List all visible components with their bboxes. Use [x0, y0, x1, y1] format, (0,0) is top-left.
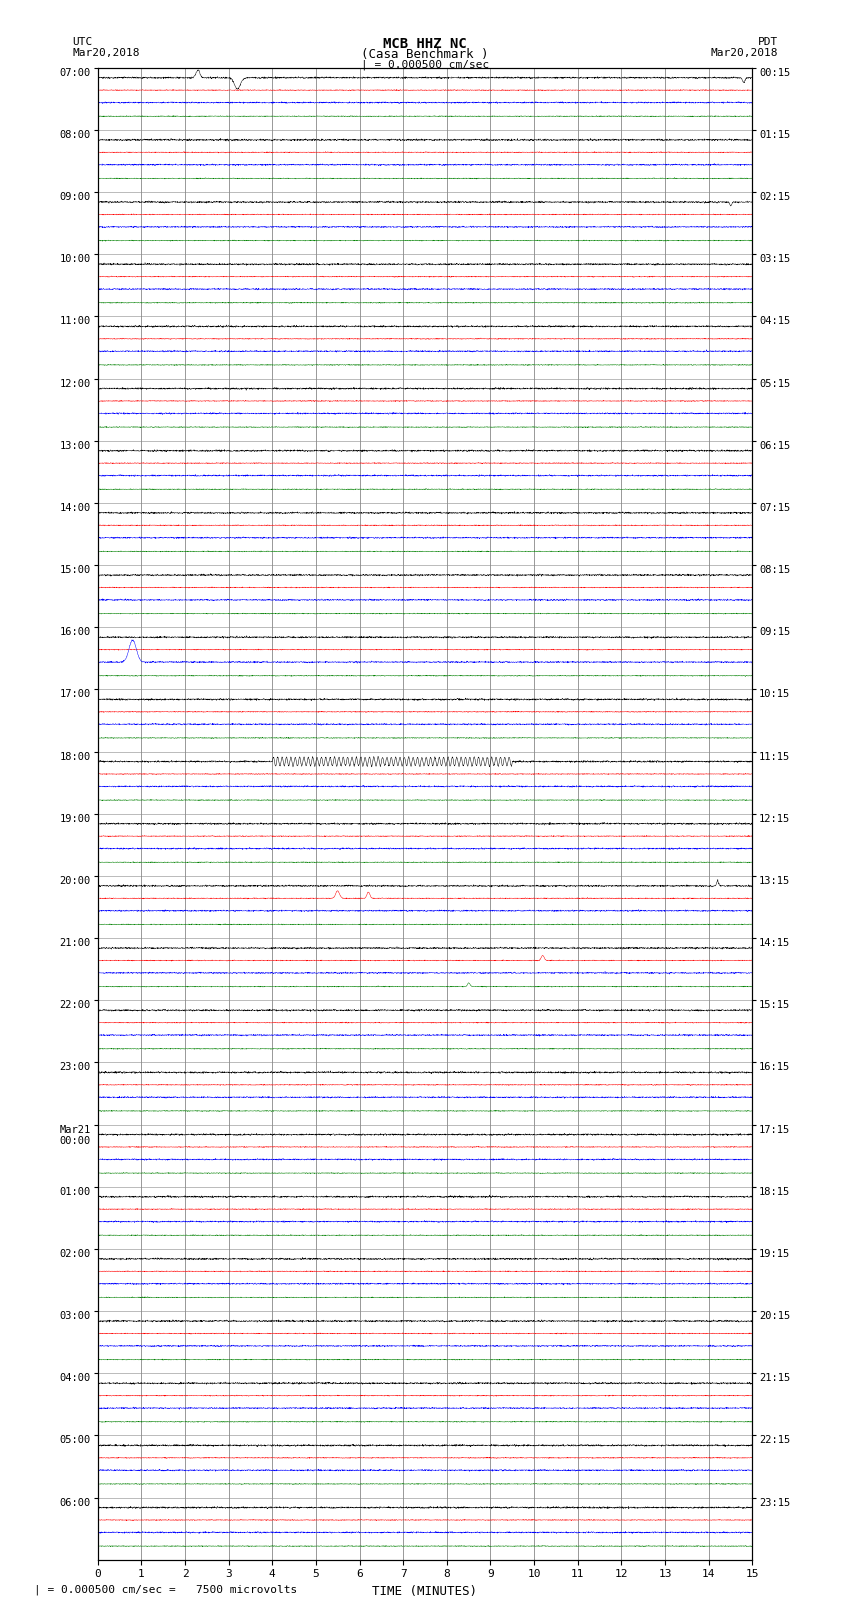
X-axis label: TIME (MINUTES): TIME (MINUTES)	[372, 1586, 478, 1598]
Text: PDT: PDT	[757, 37, 778, 47]
Text: MCB HHZ NC: MCB HHZ NC	[383, 37, 467, 52]
Text: | = 0.000500 cm/sec: | = 0.000500 cm/sec	[361, 60, 489, 71]
Text: (Casa Benchmark ): (Casa Benchmark )	[361, 48, 489, 61]
Text: UTC: UTC	[72, 37, 93, 47]
Text: Mar20,2018: Mar20,2018	[72, 48, 139, 58]
Text: Mar20,2018: Mar20,2018	[711, 48, 778, 58]
Text: | = 0.000500 cm/sec =   7500 microvolts: | = 0.000500 cm/sec = 7500 microvolts	[34, 1584, 298, 1595]
